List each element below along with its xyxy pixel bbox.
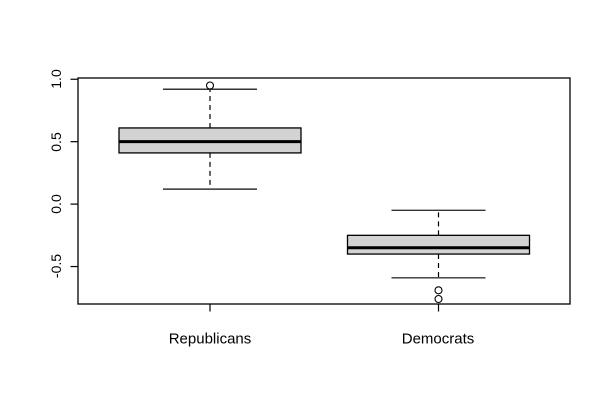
y-tick-label: -0.5: [48, 253, 64, 279]
x-category-label-democrats: Democrats: [401, 330, 475, 348]
outlier-point-republicans: [205, 81, 215, 90]
y-tick-label: 1.0: [48, 69, 64, 89]
y-tick-label: 0.0: [48, 194, 64, 214]
plot-frame: [77, 77, 571, 305]
outlier-point-democrats: [434, 294, 443, 304]
iqr-box-democrats: [346, 234, 531, 255]
outlier-point-democrats: [434, 286, 443, 295]
y-tick-label: 0.5: [48, 132, 64, 152]
x-category-label-republicans: Republicans: [168, 330, 252, 348]
